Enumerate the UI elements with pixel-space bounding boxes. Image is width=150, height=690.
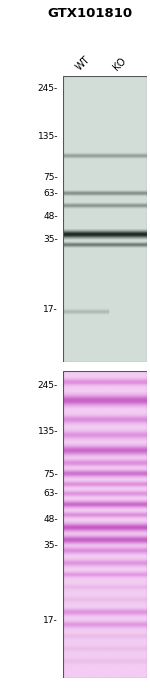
Text: 135-: 135- <box>38 427 58 437</box>
Text: 245-: 245- <box>38 382 58 391</box>
Text: 17-: 17- <box>43 616 58 625</box>
Text: 63-: 63- <box>43 189 58 198</box>
Text: 63-: 63- <box>43 489 58 498</box>
Text: 48-: 48- <box>43 212 58 221</box>
Text: 75-: 75- <box>43 471 58 480</box>
Text: 48-: 48- <box>43 515 58 524</box>
Text: 75-: 75- <box>43 173 58 182</box>
Text: 245-: 245- <box>38 84 58 93</box>
Text: 35-: 35- <box>43 541 58 550</box>
Text: 135-: 135- <box>38 132 58 141</box>
Text: 17-: 17- <box>43 305 58 314</box>
Text: WT: WT <box>74 55 92 73</box>
Text: 35-: 35- <box>43 235 58 244</box>
Text: GTX101810: GTX101810 <box>47 7 133 20</box>
Text: KO: KO <box>111 56 128 73</box>
